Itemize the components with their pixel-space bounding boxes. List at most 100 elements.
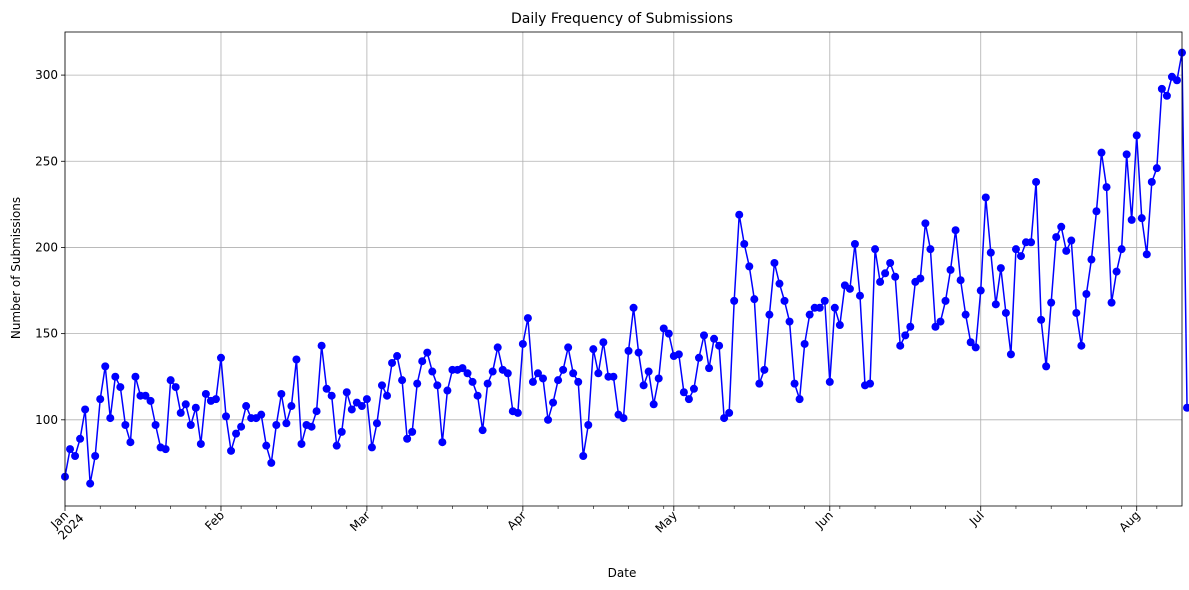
- data-point: [196, 439, 205, 448]
- data-point: [181, 400, 190, 409]
- data-point: [227, 446, 236, 455]
- data-point: [820, 296, 829, 305]
- data-point: [785, 317, 794, 326]
- data-point: [1072, 308, 1081, 317]
- data-point: [146, 396, 155, 405]
- data-point: [906, 322, 915, 331]
- data-point: [388, 358, 397, 367]
- data-point: [654, 374, 663, 383]
- data-point: [765, 310, 774, 319]
- data-point: [1052, 233, 1061, 242]
- data-point: [166, 376, 175, 385]
- data-point: [367, 443, 376, 452]
- data-point: [282, 419, 291, 428]
- data-point: [1183, 403, 1189, 412]
- data-point: [438, 438, 447, 447]
- data-point: [1112, 267, 1121, 276]
- data-point: [584, 420, 593, 429]
- data-point: [362, 395, 371, 404]
- data-point: [1147, 177, 1156, 186]
- data-point: [1132, 131, 1141, 140]
- data-point: [564, 343, 573, 352]
- data-point: [830, 303, 839, 312]
- data-point: [896, 341, 905, 350]
- data-point: [941, 296, 950, 305]
- data-point: [151, 420, 160, 429]
- data-point: [1137, 214, 1146, 223]
- data-point: [871, 245, 880, 254]
- data-point: [1077, 341, 1086, 350]
- data-point: [740, 240, 749, 249]
- data-point: [267, 458, 276, 467]
- data-point: [101, 362, 110, 371]
- data-point: [876, 277, 885, 286]
- data-point: [554, 376, 563, 385]
- data-point: [106, 414, 115, 423]
- x-tick-label: Apr: [504, 508, 529, 533]
- x-tick-label-group: Apr: [504, 508, 529, 533]
- y-tick-label: 150: [35, 327, 58, 341]
- data-point: [332, 441, 341, 450]
- data-point: [272, 420, 281, 429]
- chart-title: Daily Frequency of Submissions: [511, 11, 733, 27]
- x-axis-label: Date: [608, 566, 637, 580]
- data-point: [674, 350, 683, 359]
- data-point: [971, 343, 980, 352]
- data-point: [649, 400, 658, 409]
- data-point: [634, 348, 643, 357]
- data-point: [488, 367, 497, 376]
- data-point: [931, 322, 940, 331]
- data-point: [1067, 236, 1076, 245]
- data-point: [1082, 289, 1091, 298]
- data-point: [866, 379, 875, 388]
- data-point: [1037, 315, 1046, 324]
- x-tick-label-group: Mar: [347, 508, 373, 534]
- data-point: [176, 408, 185, 417]
- data-point: [644, 367, 653, 376]
- data-point: [393, 352, 402, 361]
- data-point: [639, 381, 648, 390]
- data-point: [589, 345, 598, 354]
- data-point: [372, 419, 381, 428]
- data-point: [76, 434, 85, 443]
- data-point: [694, 353, 703, 362]
- data-point: [1157, 84, 1166, 93]
- data-point: [921, 219, 930, 228]
- data-point: [735, 210, 744, 219]
- data-point: [493, 343, 502, 352]
- data-point: [383, 391, 392, 400]
- data-point: [755, 379, 764, 388]
- data-point: [1016, 252, 1025, 261]
- data-point: [458, 364, 467, 373]
- data-point: [232, 429, 241, 438]
- data-point: [116, 383, 125, 392]
- data-point: [569, 369, 578, 378]
- data-point: [523, 314, 532, 323]
- y-axis-label: Number of Submissions: [9, 197, 23, 339]
- data-point: [1027, 238, 1036, 247]
- data-point: [886, 258, 895, 267]
- data-point: [257, 410, 266, 419]
- data-point: [518, 339, 527, 348]
- data-point: [770, 258, 779, 267]
- y-axis: 100 150 200 250 300: [35, 68, 65, 427]
- data-point: [96, 395, 105, 404]
- data-point: [161, 445, 170, 454]
- data-point: [850, 240, 859, 249]
- data-point: [428, 367, 437, 376]
- data-point: [513, 408, 522, 417]
- data-point: [544, 415, 553, 424]
- data-point: [1152, 164, 1161, 173]
- data-point: [559, 365, 568, 374]
- data-point: [413, 379, 422, 388]
- data-point: [242, 402, 251, 411]
- data-point: [1162, 91, 1171, 100]
- data-point: [1062, 246, 1071, 255]
- data-point: [891, 272, 900, 281]
- data-point: [503, 369, 512, 378]
- data-point: [664, 329, 673, 338]
- data-point: [689, 384, 698, 393]
- data-point: [317, 341, 326, 350]
